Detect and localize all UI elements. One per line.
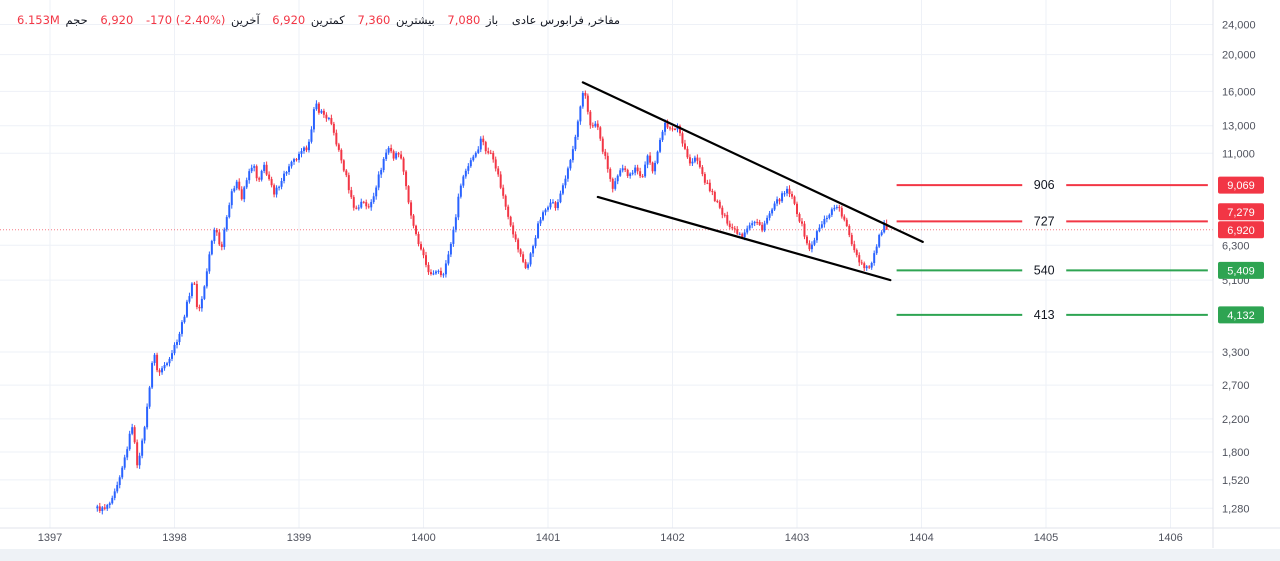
- time-tick-label: 1398: [162, 532, 186, 544]
- price-badge-4132: 4,132: [1218, 306, 1264, 324]
- time-axis[interactable]: 1397 1398 1399 1400 1401 1402 1403 1404 1405 1406: [38, 532, 1183, 544]
- price-tick-label: 1,280: [1222, 503, 1250, 515]
- price-tick-label: 3,300: [1222, 347, 1250, 359]
- bottom-strip: [0, 549, 1280, 561]
- last-value: 6,920: [100, 13, 134, 27]
- time-tick-label: 1405: [1034, 532, 1058, 544]
- change-value: -170 (-2.40%): [145, 13, 226, 27]
- time-tick-label: 1401: [536, 532, 560, 544]
- svg-text:6,920: 6,920: [1227, 225, 1255, 237]
- time-tick-label: 1399: [287, 532, 311, 544]
- svg-text:9,069: 9,069: [1227, 180, 1255, 192]
- svg-text:7,279: 7,279: [1227, 207, 1255, 219]
- time-tick-label: 1404: [909, 532, 933, 544]
- level-line-9069[interactable]: 906: [896, 178, 1208, 192]
- open-value: 7,080: [447, 13, 481, 27]
- grid: [0, 0, 1213, 528]
- open-label: باز: [486, 13, 499, 27]
- high-value: 7,360: [357, 13, 391, 27]
- symbol-legend: مفاخر, فرابورس عادی باز 7,080 بیشترین 7,…: [8, 13, 620, 27]
- price-tick-label: 24,000: [1222, 20, 1256, 32]
- level-line-7279[interactable]: 727: [896, 214, 1208, 228]
- price-badge-5409: 5,409: [1218, 261, 1264, 279]
- high-label: بیشترین: [396, 13, 435, 27]
- volume-value: 6.153M: [17, 13, 60, 27]
- price-badge-9069: 9,069: [1218, 176, 1264, 194]
- symbol-name: مفاخر, فرابورس عادی: [511, 13, 621, 27]
- level-line-5409[interactable]: 540: [896, 263, 1208, 277]
- price-tick-label: 1,520: [1222, 475, 1250, 487]
- svg-text:4,132: 4,132: [1227, 310, 1255, 322]
- price-tick-label: 11,000: [1222, 148, 1255, 160]
- candles-layer: [96, 90, 888, 515]
- low-value: 6,920: [272, 13, 306, 27]
- time-tick-label: 1403: [785, 532, 809, 544]
- last-label: آخرین: [231, 13, 260, 27]
- level-line-label: 413: [1034, 308, 1055, 322]
- trendline-wedge-upper[interactable]: [581, 81, 924, 243]
- last-price-badge: 6,920: [1218, 221, 1264, 239]
- time-tick-label: 1400: [411, 532, 435, 544]
- svg-text:5,409: 5,409: [1227, 265, 1255, 277]
- price-badge-7279: 7,279: [1218, 203, 1264, 221]
- level-line-label: 540: [1034, 263, 1055, 277]
- price-tick-label: 2,200: [1222, 414, 1250, 426]
- price-tick-label: 20,000: [1222, 50, 1256, 62]
- trendline-wedge-lower[interactable]: [596, 195, 892, 282]
- time-tick-label: 1406: [1158, 532, 1182, 544]
- level-line-label: 727: [1034, 214, 1055, 228]
- volume-label: حجم: [65, 13, 88, 27]
- level-line-4132[interactable]: 413: [896, 308, 1208, 322]
- price-tick-label: 16,000: [1222, 86, 1256, 98]
- time-tick-label: 1397: [38, 532, 62, 544]
- price-axis[interactable]: 24,00020,00016,00013,00011,0006,3005,100…: [1218, 20, 1264, 516]
- time-tick-label: 1402: [660, 532, 684, 544]
- price-tick-label: 13,000: [1222, 121, 1256, 133]
- price-tick-label: 6,300: [1222, 240, 1250, 252]
- level-line-label: 906: [1034, 178, 1055, 192]
- price-tick-label: 1,800: [1222, 447, 1250, 459]
- price-tick-label: 2,700: [1222, 380, 1250, 392]
- low-label: کمترین: [310, 13, 345, 27]
